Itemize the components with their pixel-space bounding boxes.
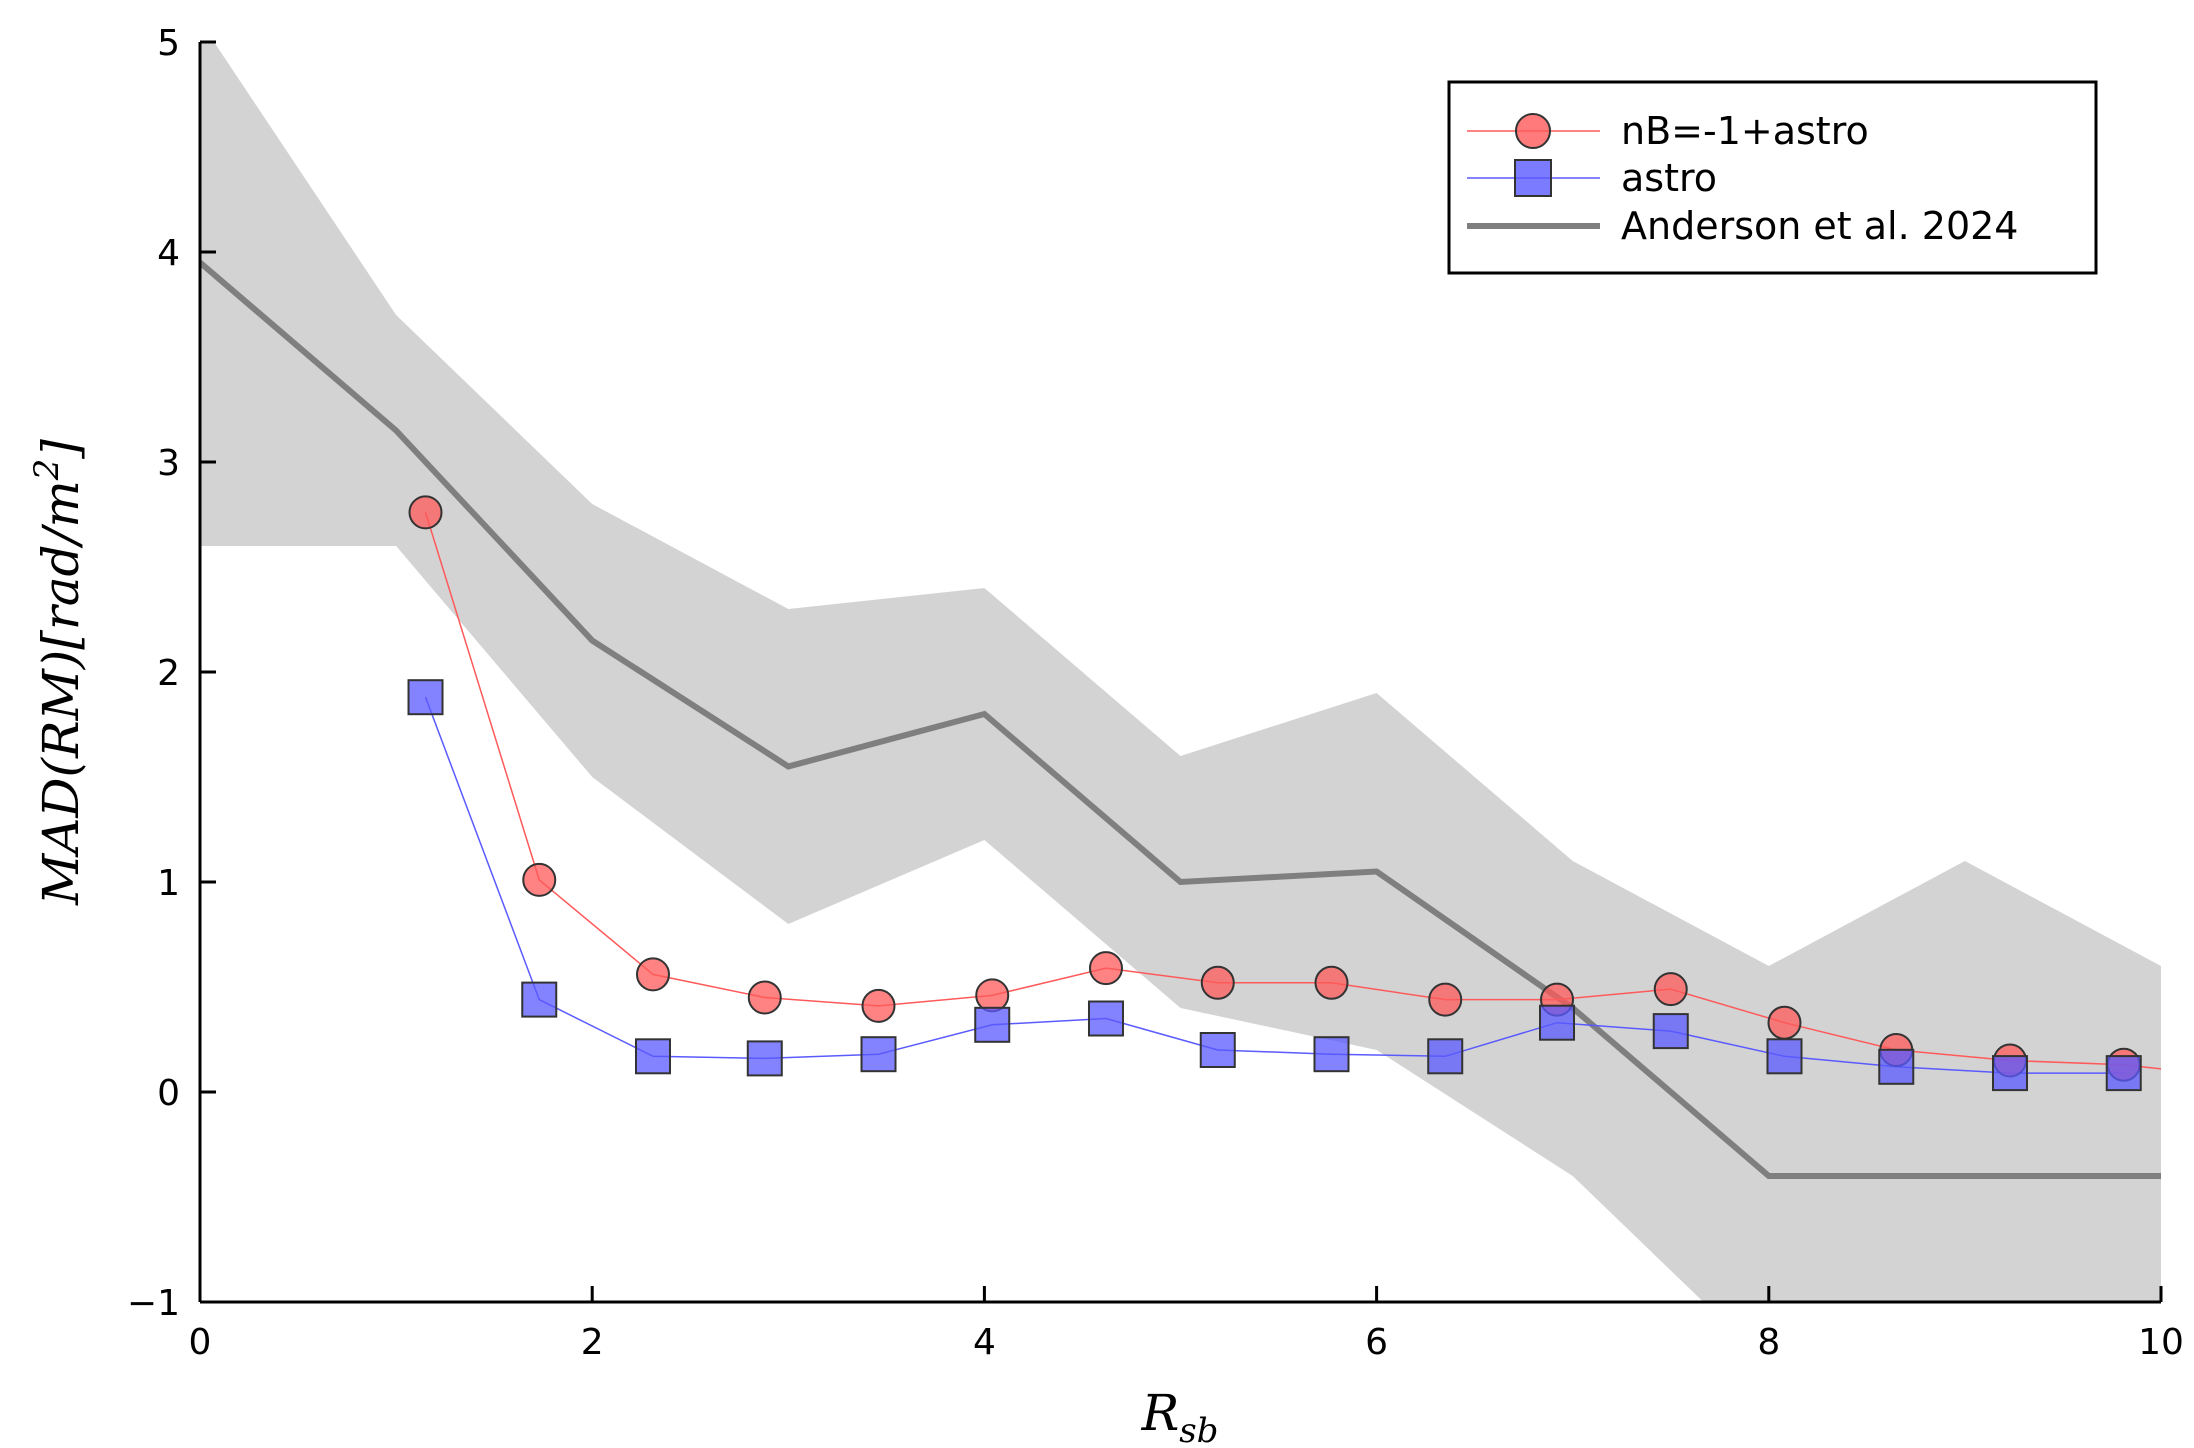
- legend-label-anderson: Anderson et al. 2024: [1621, 204, 2018, 248]
- x-tick-label: 2: [581, 1322, 604, 1363]
- x-tick-label: 6: [1365, 1322, 1388, 1363]
- nb-point: [1314, 965, 1349, 1000]
- astro-point: [1427, 1038, 1464, 1075]
- anderson-line: [200, 260, 2161, 1179]
- y-tick-label: 0: [157, 1073, 180, 1114]
- astro-point: [1199, 1032, 1236, 1068]
- y-tick-label: 4: [157, 233, 180, 274]
- nb-point: [975, 978, 1010, 1013]
- astro-point: [1992, 1055, 2029, 1092]
- astro-point: [1652, 1013, 1689, 1050]
- nb-point: [861, 988, 896, 1023]
- astro-point: [2105, 1055, 2142, 1092]
- astro-point: [746, 1040, 783, 1077]
- x-tick-label: 10: [2138, 1322, 2184, 1363]
- x-axis-label: Rsb: [1141, 1384, 1219, 1448]
- astro-point: [974, 1006, 1011, 1043]
- y-tick-label: 2: [157, 653, 180, 694]
- astro-point: [860, 1036, 897, 1073]
- nb-point: [1200, 965, 1235, 1000]
- y-tick-label: 5: [157, 23, 180, 64]
- legend-marker-square: [1514, 159, 1552, 197]
- astro-point: [1539, 1004, 1576, 1041]
- legend-label-nb: nB=-1+astro: [1621, 109, 1869, 153]
- legend-label-astro: astro: [1621, 156, 1717, 200]
- nb-point: [1088, 951, 1123, 986]
- astro-point: [634, 1038, 671, 1075]
- y-axis-label-superscript: 2: [27, 459, 67, 482]
- x-tick-label: 8: [1757, 1322, 1780, 1363]
- y-tick-label: −1: [127, 1283, 180, 1324]
- astro-series-line: [424, 696, 2124, 1074]
- nb-point: [1653, 972, 1688, 1007]
- x-axis-label-subscript: sb: [1179, 1411, 1218, 1448]
- x-tick-label: 4: [973, 1322, 996, 1363]
- nb-point: [1767, 1005, 1802, 1040]
- astro-point: [1087, 1000, 1124, 1037]
- astro-point: [521, 981, 558, 1018]
- astro-point: [1766, 1038, 1803, 1075]
- y-tick-label: 1: [157, 863, 180, 904]
- y-axis-label: MAD(RM)[rad/m2]: [27, 439, 90, 906]
- nb-point: [408, 495, 443, 530]
- astro-point: [1878, 1048, 1915, 1085]
- nb-point: [635, 957, 670, 992]
- nb-point: [522, 862, 557, 897]
- nb-point: [1428, 982, 1463, 1017]
- astro-point: [1313, 1036, 1350, 1073]
- x-tick-label: 0: [189, 1322, 212, 1363]
- astro-point: [407, 679, 444, 716]
- y-tick-label: 3: [157, 443, 180, 484]
- nb-point: [747, 980, 782, 1015]
- legend-marker-circle: [1515, 113, 1551, 149]
- legend: nB=-1+astro astro Anderson et al. 2024: [1447, 80, 2098, 275]
- marker-layer: [407, 495, 2142, 1092]
